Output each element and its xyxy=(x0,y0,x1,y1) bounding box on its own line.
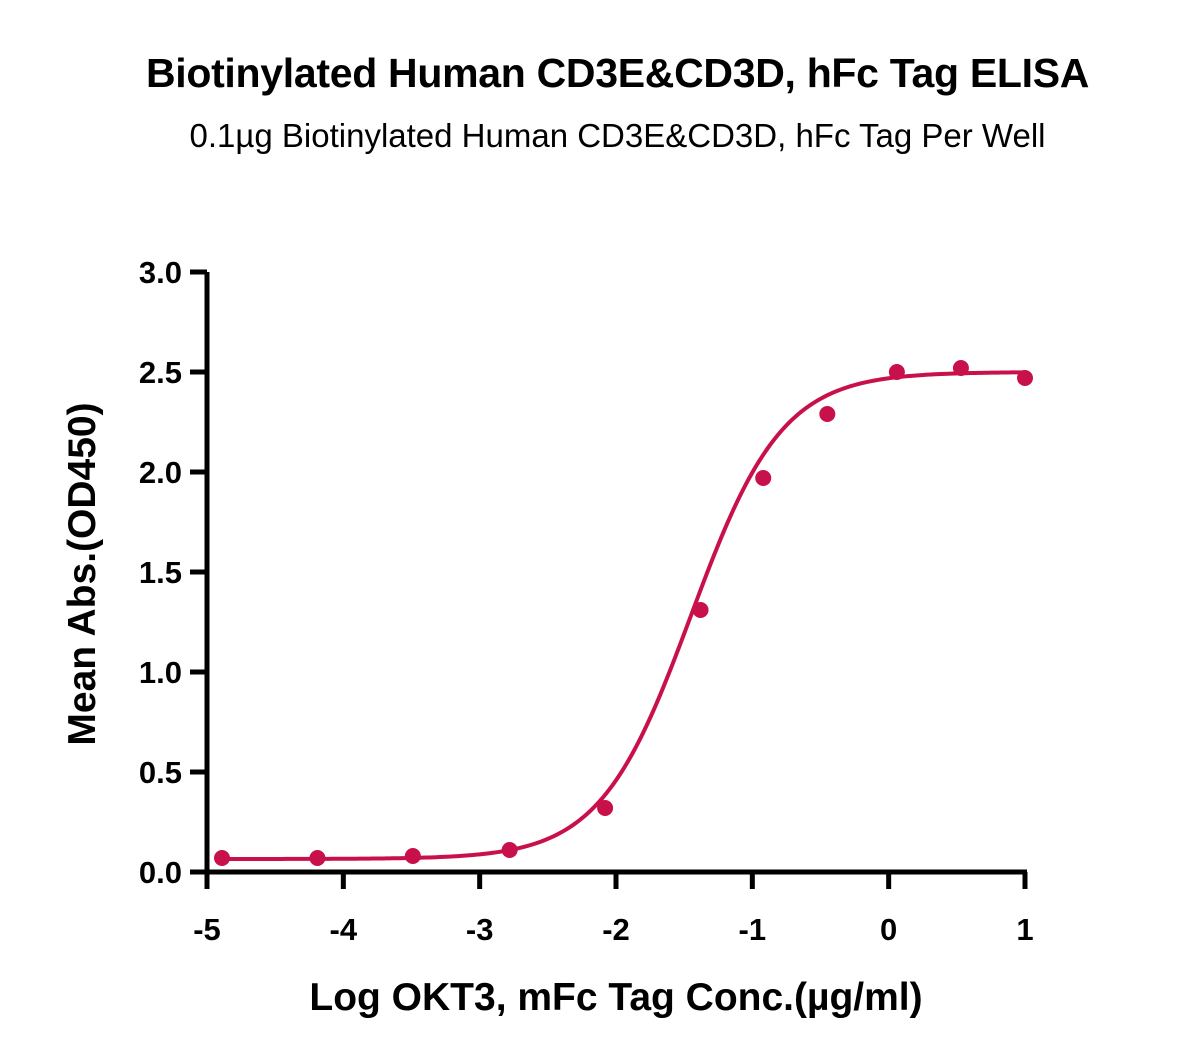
data-point xyxy=(819,406,836,422)
chart-subtitle: 0.1µg Biotinylated Human CD3E&CD3D, hFc … xyxy=(189,117,1046,154)
x-tick-label: 1 xyxy=(1016,912,1033,947)
x-axis-title: Log OKT3, mFc Tag Conc.(µg/ml) xyxy=(309,976,922,1019)
x-tick-label: 0 xyxy=(880,912,897,947)
y-tick-label: 1.5 xyxy=(139,555,182,590)
x-tick-label: -1 xyxy=(739,912,767,947)
data-point xyxy=(888,364,905,380)
fit-curve xyxy=(222,370,1026,861)
chart-title: Biotinylated Human CD3E&CD3D, hFc Tag EL… xyxy=(145,50,1090,96)
data-point xyxy=(501,842,518,858)
fit-curve-group xyxy=(222,370,1026,861)
data-point xyxy=(755,470,772,486)
y-tick-label: 1.0 xyxy=(139,655,182,690)
x-tick-label: -5 xyxy=(193,912,221,947)
data-point xyxy=(404,848,421,864)
x-tick-label: -3 xyxy=(466,912,494,947)
data-point xyxy=(597,800,614,816)
data-point xyxy=(952,360,969,376)
data-point xyxy=(692,602,709,618)
y-tick-label: 3.0 xyxy=(139,255,182,290)
x-tick-label: -2 xyxy=(602,912,630,947)
data-points xyxy=(213,360,1033,866)
x-tick-label: -4 xyxy=(330,912,358,947)
data-point xyxy=(309,850,326,866)
axes: 0.0 0.5 1.0 1.5 2.0 2.5 3.0 -5 -4 -3 -2 -1 0 1 xyxy=(139,255,1034,947)
y-tick-label: 2.0 xyxy=(139,455,182,490)
data-point xyxy=(1017,370,1033,386)
y-axis-title: Mean Abs.(OD450) xyxy=(61,402,104,745)
y-tick-label: 0.5 xyxy=(139,755,182,790)
data-point xyxy=(213,850,230,866)
y-tick-label: 0.0 xyxy=(139,855,182,890)
y-tick-label: 2.5 xyxy=(139,355,182,390)
